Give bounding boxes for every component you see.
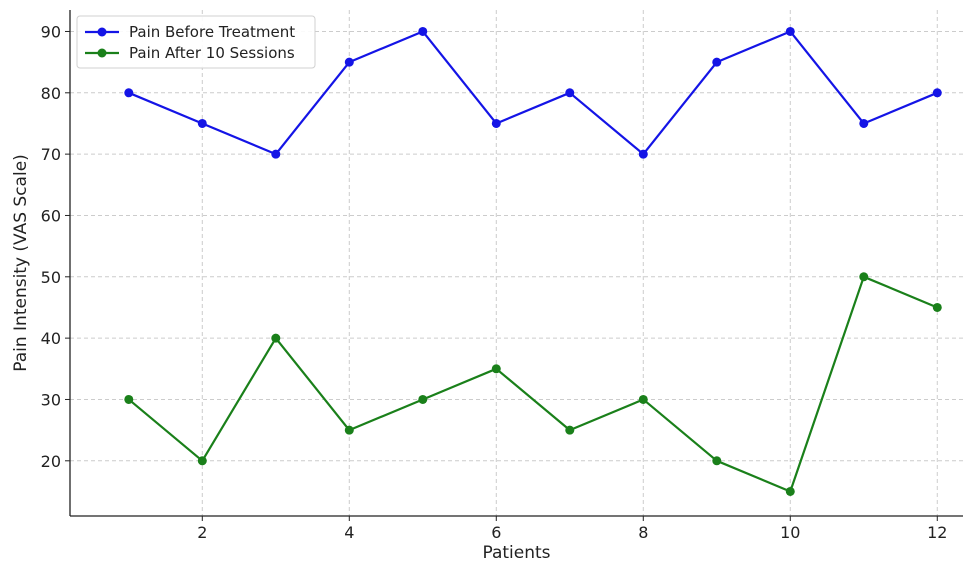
data-point xyxy=(491,364,501,374)
legend: Pain Before Treatment Pain After 10 Sessi… xyxy=(76,15,316,69)
x-tick-label: 2 xyxy=(197,523,207,542)
legend-item: Pain Before Treatment xyxy=(85,23,295,41)
data-point xyxy=(124,88,134,98)
series-1 xyxy=(124,26,942,159)
legend-item: Pain After 10 Sessions xyxy=(85,44,295,62)
legend-label: Pain Before Treatment xyxy=(129,23,295,41)
x-axis-label: Patients xyxy=(482,543,550,561)
data-point xyxy=(638,149,648,159)
y-tick-label: 90 xyxy=(41,22,61,41)
data-point xyxy=(344,57,354,67)
series-line xyxy=(128,275,938,493)
legend-label: Pain After 10 Sessions xyxy=(129,44,295,62)
y-tick-label: 50 xyxy=(41,268,61,287)
data-point xyxy=(418,26,428,36)
series-line xyxy=(128,30,938,156)
data-point xyxy=(859,272,869,282)
axes xyxy=(69,10,963,517)
y-tick-label: 80 xyxy=(41,84,61,103)
x-tick-label: 4 xyxy=(344,523,354,542)
data-point xyxy=(638,394,648,404)
y-tick-label: 40 xyxy=(41,329,61,348)
tick-labels: 2 4 6 8 10 12 20 30 40 50 60 70 80 90 xyxy=(41,22,948,542)
data-point xyxy=(197,456,207,466)
data-point xyxy=(565,88,575,98)
data-point xyxy=(197,118,207,128)
legend-marker xyxy=(97,48,107,58)
legend-box xyxy=(76,15,316,69)
y-axis-label: Pain Intensity (VAS Scale) xyxy=(11,154,31,372)
x-tick-label: 12 xyxy=(927,523,947,542)
grid-lines xyxy=(70,10,963,516)
x-tick-label: 8 xyxy=(638,523,648,542)
data-point xyxy=(271,333,281,343)
y-tick-label: 30 xyxy=(41,390,61,409)
data-point xyxy=(491,118,501,128)
data-point xyxy=(785,26,795,36)
y-tick-label: 20 xyxy=(41,452,61,471)
data-point xyxy=(785,486,795,496)
data-point xyxy=(859,118,869,128)
data-point xyxy=(124,394,134,404)
data-point xyxy=(565,425,575,435)
y-tick-label: 70 xyxy=(41,145,61,164)
data-point xyxy=(712,456,722,466)
series-layer xyxy=(124,26,942,496)
data-point xyxy=(418,394,428,404)
x-tick-label: 6 xyxy=(491,523,501,542)
series-2 xyxy=(124,272,942,496)
y-tick-label: 60 xyxy=(41,206,61,225)
legend-marker xyxy=(97,27,107,37)
data-point xyxy=(344,425,354,435)
data-point xyxy=(932,88,942,98)
x-tick-label: 10 xyxy=(780,523,800,542)
data-point xyxy=(271,149,281,159)
data-point xyxy=(932,302,942,312)
data-point xyxy=(712,57,722,67)
